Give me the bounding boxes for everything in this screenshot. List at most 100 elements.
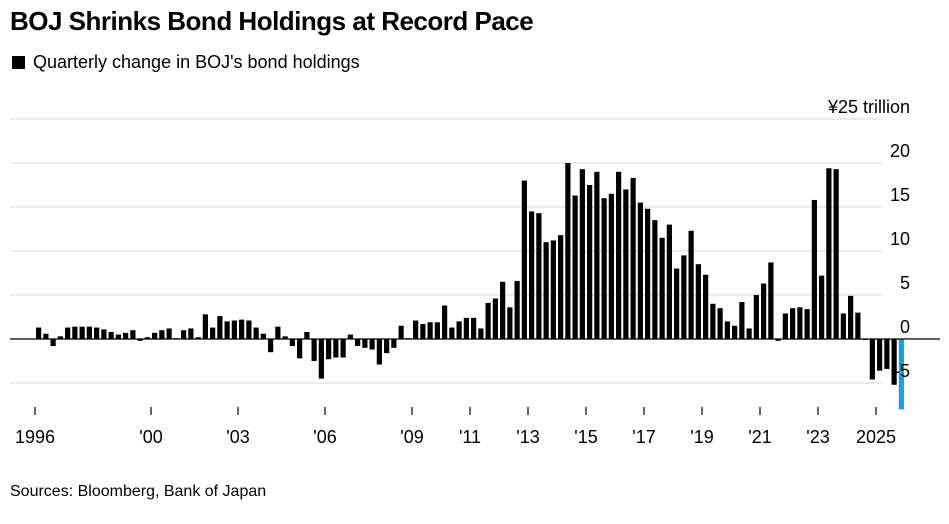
bar-latest [898, 339, 904, 410]
y-tick-label: 15 [890, 185, 910, 205]
bar [36, 327, 42, 339]
bar [376, 339, 382, 365]
x-tick-label: '00 [139, 427, 162, 447]
bar [478, 328, 484, 339]
bar [253, 327, 259, 339]
bar [289, 339, 295, 347]
bar [144, 337, 150, 339]
bar [782, 313, 788, 339]
gridlines [10, 118, 882, 384]
x-tick-label: '09 [400, 427, 423, 447]
bar [652, 220, 658, 339]
bar [645, 208, 651, 339]
x-tick-label: '19 [690, 427, 713, 447]
bar [115, 334, 121, 339]
bar [608, 193, 614, 339]
bar [210, 327, 216, 339]
bar [217, 316, 223, 339]
x-tick-label: '15 [574, 427, 597, 447]
x-tick-label: '23 [806, 427, 829, 447]
bar [43, 333, 49, 339]
bar [790, 308, 796, 339]
bar [123, 332, 129, 339]
bar [152, 332, 158, 339]
chart-title: BOJ Shrinks Bond Holdings at Record Pace [10, 6, 534, 36]
x-tick-label: '21 [748, 427, 771, 447]
bar [434, 322, 440, 339]
bar [471, 317, 477, 339]
bar [384, 339, 390, 354]
bar [587, 185, 593, 339]
bar [159, 330, 165, 339]
bar [246, 320, 252, 339]
y-axis-unit-label: ¥25 trillion [827, 97, 910, 117]
bar [355, 339, 361, 347]
bar [594, 171, 600, 339]
bar [659, 237, 665, 339]
bar [492, 298, 498, 339]
bar [57, 336, 63, 339]
bar [130, 330, 136, 339]
bar [282, 336, 288, 339]
bar [347, 334, 353, 339]
source-note: Sources: Bloomberg, Bank of Japan [10, 483, 267, 500]
bar [369, 339, 375, 350]
bar [666, 224, 672, 339]
bar [333, 339, 339, 358]
bar [275, 326, 281, 339]
bar [565, 163, 571, 339]
bar [485, 302, 491, 339]
legend-swatch [12, 56, 25, 69]
y-tick-label: 10 [890, 229, 910, 249]
bar [674, 268, 680, 339]
bars [36, 163, 904, 410]
bar [724, 321, 730, 339]
bar [529, 211, 535, 339]
bar [442, 305, 448, 339]
bar [848, 295, 854, 339]
y-tick-label: 5 [900, 273, 910, 293]
bar [630, 177, 636, 339]
bar [340, 339, 346, 358]
bar [601, 198, 607, 339]
bar [224, 321, 230, 339]
bar [717, 308, 723, 339]
bar [637, 202, 643, 339]
bar [521, 180, 527, 339]
bar [819, 275, 825, 339]
bar [500, 281, 506, 339]
bar [391, 339, 397, 348]
bar [231, 320, 237, 339]
y-tick-label: -5 [894, 361, 910, 381]
bar [797, 307, 803, 339]
x-tick-label: '17 [632, 427, 655, 447]
bar [65, 327, 71, 339]
x-tick-label: '11 [459, 427, 481, 447]
x-tick-label: '06 [313, 427, 336, 447]
bar [137, 339, 143, 341]
x-tick-label: 2025 [856, 427, 896, 447]
bar [877, 339, 883, 371]
bar [195, 337, 201, 339]
bar [181, 330, 187, 339]
bar [804, 309, 810, 339]
bar [695, 264, 701, 339]
bar [260, 333, 266, 339]
bar [855, 312, 861, 339]
y-axis-labels: 20 15 10 5 0 -5 [890, 141, 910, 381]
y-tick-label: 0 [900, 317, 910, 337]
bar-chart: 20 15 10 5 0 -5 ¥25 trillion 1996 '00 '03 '06 '09… [10, 97, 940, 447]
bar [840, 313, 846, 339]
x-axis: 1996 '00 '03 '06 '09 '11 '13 '15 '17 '19 '21 '23 202… [15, 407, 896, 447]
x-tick-label: '03 [226, 427, 249, 447]
bar [427, 322, 433, 339]
bar [753, 295, 759, 339]
bar [79, 326, 85, 339]
x-tick-label: 1996 [15, 427, 55, 447]
bar [536, 213, 542, 339]
bar [50, 339, 56, 347]
bar [746, 328, 752, 339]
bar [616, 171, 622, 339]
bar [884, 339, 890, 369]
bar [239, 319, 245, 339]
